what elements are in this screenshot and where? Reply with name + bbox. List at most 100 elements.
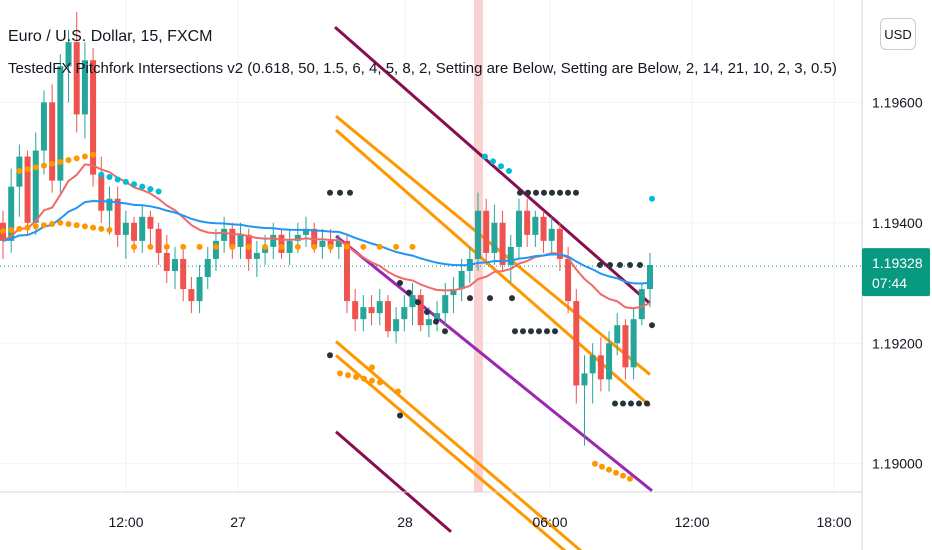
candle-body	[384, 301, 391, 332]
black-dot	[442, 328, 448, 335]
orange-dot	[40, 222, 47, 229]
orange-dot	[620, 472, 626, 479]
candle-body	[417, 295, 424, 326]
orange-dot	[337, 370, 343, 377]
orange-dot	[163, 243, 170, 250]
indicator-legend[interactable]: TestedFX Pitchfork Intersections v2 (0.6…	[8, 60, 837, 77]
orange-dot	[393, 243, 400, 250]
candle-body	[425, 319, 432, 326]
currency-button[interactable]: USD	[880, 18, 916, 50]
candle-body	[98, 174, 105, 211]
price-tick-label: 1.19600	[872, 94, 923, 110]
orange-dot	[229, 243, 236, 250]
orange-dot	[81, 223, 88, 230]
candle-body	[597, 355, 604, 380]
candle-body	[335, 240, 342, 247]
black-dot	[612, 400, 618, 407]
orange-dot	[327, 243, 334, 250]
black-dot	[597, 261, 603, 268]
candle-body	[491, 222, 498, 253]
candle-body	[647, 264, 653, 290]
candle-body	[515, 210, 522, 247]
last-price-label	[862, 248, 930, 297]
orange-dot	[90, 151, 97, 158]
candle-body	[57, 66, 64, 181]
orange-dot	[49, 221, 56, 228]
orange-dot	[592, 460, 598, 467]
orange-dot	[627, 475, 633, 482]
candle-body	[376, 301, 383, 314]
black-dot	[549, 189, 555, 196]
orange-dot	[599, 463, 605, 470]
candle-body	[524, 210, 531, 235]
cyan-dot	[106, 174, 113, 181]
candle-body	[532, 216, 539, 235]
black-dot	[520, 328, 526, 335]
candle-body	[458, 270, 465, 290]
candle-body	[294, 234, 301, 241]
time-tick-label: 12:00	[108, 514, 143, 530]
orange-dot	[16, 225, 23, 232]
black-dot	[424, 308, 430, 315]
orange-dot	[196, 243, 203, 250]
orange-dot	[377, 379, 383, 386]
cyan-dot	[98, 171, 105, 178]
cyan-dot	[649, 195, 655, 202]
candle-body	[81, 60, 88, 115]
chart-title: Euro / U.S. Dollar, 15, FXCM	[8, 28, 213, 45]
candle-body	[483, 210, 490, 253]
candle-body	[622, 325, 629, 368]
bar-countdown: 07:44	[872, 275, 907, 291]
candle-body	[442, 295, 449, 314]
black-dot	[517, 189, 523, 196]
candle-body	[548, 228, 555, 241]
candle-body	[319, 240, 326, 247]
pitchfork-orange-line	[335, 128, 651, 408]
time-tick-label: 12:00	[674, 514, 709, 530]
candle-body	[8, 186, 15, 241]
cyan-dot	[131, 181, 138, 188]
candle-body	[556, 228, 563, 259]
black-dot	[607, 261, 613, 268]
cyan-dot	[482, 153, 488, 160]
candle-body	[327, 240, 334, 247]
candle-body	[229, 228, 236, 247]
orange-dot	[90, 224, 97, 231]
candle-body	[122, 222, 129, 235]
orange-dot	[40, 162, 47, 169]
orange-dot	[369, 364, 375, 371]
orange-dot	[353, 373, 359, 380]
orange-dot	[409, 243, 416, 250]
black-dot	[544, 328, 550, 335]
orange-dot	[245, 243, 252, 250]
candle-body	[32, 150, 39, 223]
orange-dot	[343, 243, 350, 250]
candle-body	[262, 246, 269, 253]
black-dot	[397, 280, 403, 287]
candle-body	[368, 307, 375, 314]
orange-dot	[98, 225, 105, 232]
black-dot	[347, 189, 353, 196]
candle-body	[352, 301, 359, 320]
black-dot	[557, 189, 563, 196]
candle-body	[204, 258, 211, 278]
candle-body	[139, 216, 146, 241]
candle-body	[581, 373, 588, 386]
black-dot	[467, 295, 473, 302]
orange-dot	[360, 243, 367, 250]
candle-body	[163, 252, 170, 271]
cyan-dot	[490, 158, 496, 165]
candle-body	[638, 289, 645, 320]
candle-body	[106, 198, 113, 211]
orange-dot	[294, 243, 301, 250]
candle-body	[49, 102, 56, 181]
orange-dot	[24, 166, 31, 173]
orange-dot	[57, 158, 64, 165]
black-dot	[327, 352, 333, 359]
orange-dot	[147, 243, 154, 250]
candle-body	[434, 313, 441, 320]
orange-dot	[262, 243, 269, 250]
candle-body	[180, 258, 187, 290]
black-dot	[487, 295, 493, 302]
